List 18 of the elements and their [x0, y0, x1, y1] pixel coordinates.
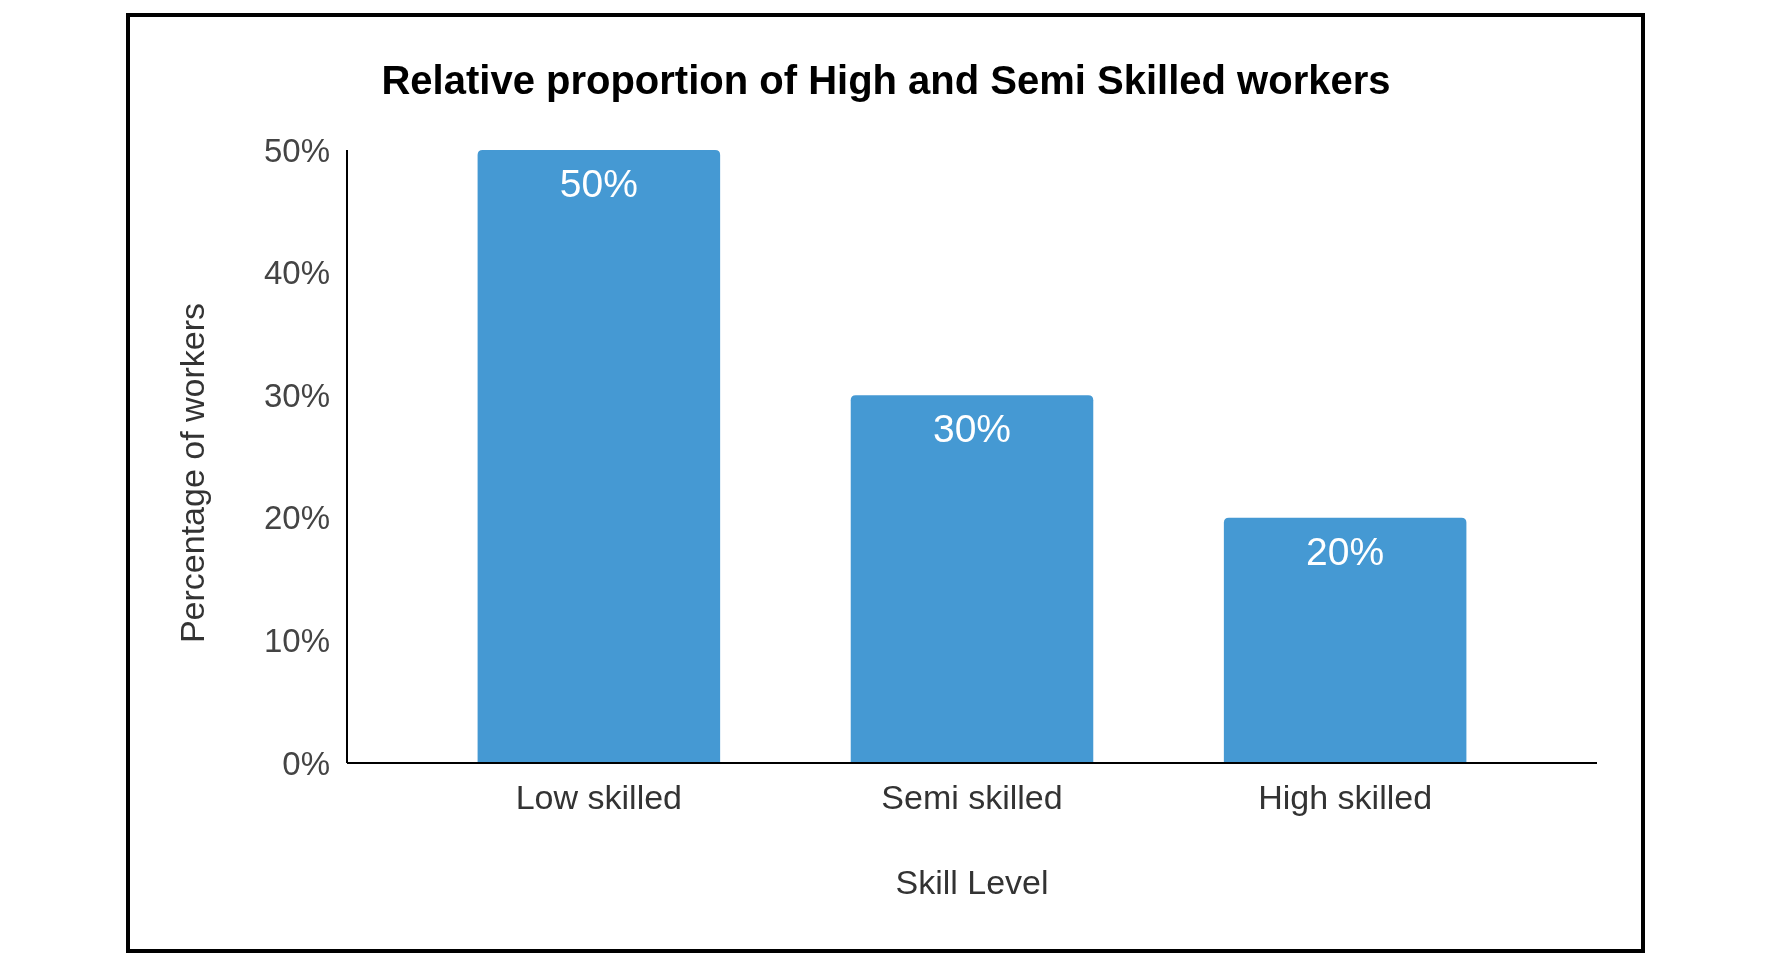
x-tick-label: High skilled	[1258, 778, 1433, 816]
data-label: 30%	[932, 407, 1012, 451]
bar	[850, 395, 1094, 763]
y-tick-label: 0%	[282, 744, 330, 782]
chart-title: Relative proportion of High and Semi Skilled workers	[381, 58, 1391, 102]
x-axis-title: Skill Level	[895, 863, 1049, 901]
x-tick-label: Semi skilled	[881, 778, 1063, 816]
y-tick-label: 50%	[263, 131, 330, 169]
bar	[1223, 517, 1467, 763]
data-label: 20%	[1306, 529, 1385, 573]
y-tick-label: 30%	[263, 376, 330, 414]
x-tick-label: Low skilled	[515, 778, 683, 816]
y-tick-label: 40%	[263, 254, 330, 292]
bar	[477, 150, 721, 763]
y-axis-title: Percentage of workers	[173, 302, 211, 644]
data-label: 50%	[559, 162, 638, 205]
y-tick-label: 20%	[263, 499, 330, 537]
y-tick-label: 10%	[263, 621, 330, 659]
